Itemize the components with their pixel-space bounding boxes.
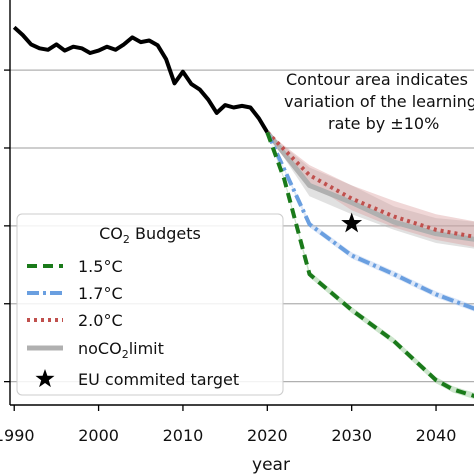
x-tick-label-3: 2020 <box>247 426 288 445</box>
annotation-line-2: variation of the learning <box>284 92 474 111</box>
y-ticks <box>4 69 10 383</box>
legend-title: CO2 Budgets <box>99 224 201 246</box>
plot-area <box>12 25 474 400</box>
x-ticks: 1990 2000 2010 2020 2030 2040 <box>0 405 456 445</box>
legend-label-2-0c: 2.0°C <box>78 311 123 330</box>
annotation-line-3: rate by ±10% <box>328 114 439 133</box>
contour-annotation: Contour area indicates variation of the … <box>284 70 474 133</box>
band-noco2limit <box>267 132 474 249</box>
legend-label-1-7c: 1.7°C <box>78 284 123 303</box>
series-line-noco2limit <box>265 130 474 242</box>
x-tick-label-5: 2040 <box>416 426 457 445</box>
annotation-line-1: Contour area indicates <box>286 70 468 89</box>
legend: CO2 Budgets 1.5°C 1.7°C 2.0°C noCO2limit… <box>16 213 284 396</box>
legend-label-noco2limit: noCO2limit <box>78 339 164 361</box>
legend-label-eu-target: EU commited target <box>78 370 239 389</box>
legend-label-1-5c: 1.5°C <box>78 257 123 276</box>
series-line-1-5c <box>265 131 474 398</box>
band-2-0c <box>267 132 474 247</box>
axes <box>9 0 474 406</box>
series-line-historical <box>12 25 270 134</box>
x-tick-label-0: 1990 <box>0 426 35 445</box>
legend-box <box>16 213 284 396</box>
x-tick-label-4: 2030 <box>331 426 372 445</box>
x-tick-label-1: 2000 <box>78 426 119 445</box>
series-lines <box>12 25 474 398</box>
series-line-1-7c <box>265 131 474 311</box>
legend-star-icon <box>35 369 55 388</box>
x-tick-label-2: 2010 <box>163 426 204 445</box>
x-axis-label: year <box>252 455 290 474</box>
series-line-2-0c <box>265 130 474 239</box>
target-marks <box>341 212 363 233</box>
eu-target-star-icon <box>341 212 363 233</box>
